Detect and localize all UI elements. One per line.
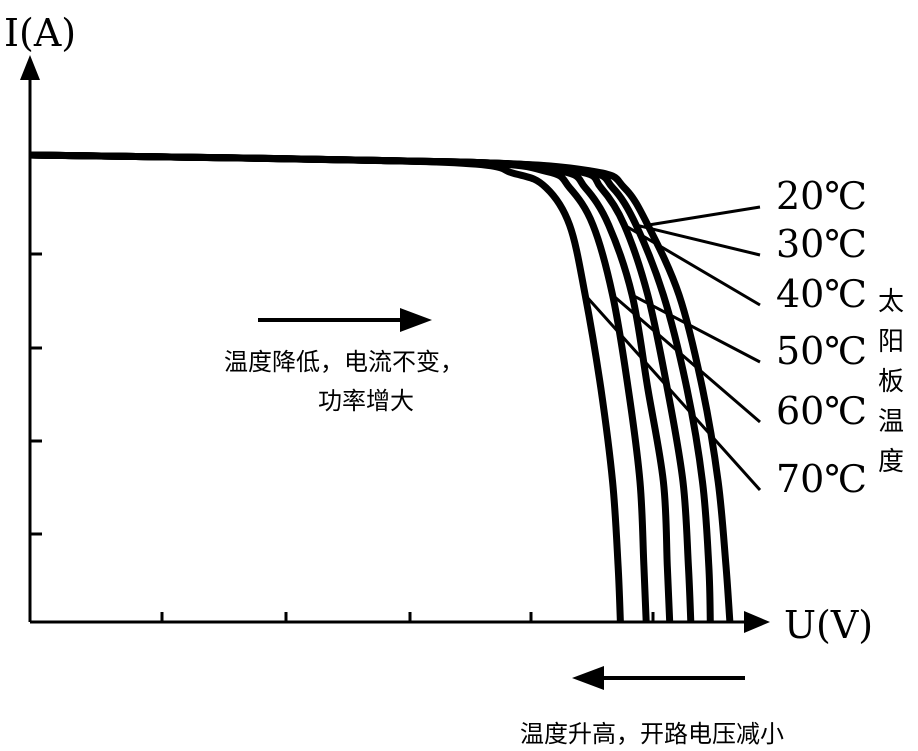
- leader-line-70℃: [584, 294, 762, 492]
- annotation-power-increase: 功率增大: [318, 387, 414, 415]
- x-axis-arrow: [744, 611, 770, 633]
- series-label-70℃: 70℃: [776, 457, 867, 501]
- leader-line-20℃: [647, 205, 761, 227]
- series-line-70℃: [29, 151, 624, 623]
- y-axis-arrow: [20, 55, 40, 80]
- y-axis-label: I(A): [4, 11, 76, 55]
- annotation-temp-decrease: 温度降低，电流不变，: [224, 348, 464, 376]
- series-label-20℃: 20℃: [776, 174, 867, 218]
- series-label-30℃: 30℃: [776, 222, 867, 266]
- leader-line-40℃: [623, 223, 761, 307]
- legend-title-char: 阳: [878, 327, 904, 357]
- right-arrow-head: [400, 308, 432, 332]
- leader-line-50℃: [631, 293, 761, 364]
- x-axis-label: U(V): [784, 603, 873, 647]
- left-arrow-head: [572, 666, 604, 690]
- leader-line-60℃: [611, 293, 761, 424]
- temp-labels-group: 20℃30℃ 40℃ 50℃ 60℃ 70℃: [776, 174, 867, 501]
- legend-title-char: 板: [878, 367, 904, 397]
- series-label-60℃: 60℃: [776, 389, 867, 433]
- annotation-temp-increase: 温度升高，开路电压减小: [520, 720, 784, 748]
- series-label-40℃: 40℃: [776, 272, 867, 316]
- leader-line-30℃: [635, 223, 761, 257]
- legend-title-char: 太: [878, 287, 904, 317]
- series-label-50℃: 50℃: [776, 329, 867, 373]
- leader-lines-group: [584, 205, 762, 492]
- legend-title-char: 度: [878, 447, 904, 477]
- legend-title-char: 温: [878, 407, 904, 437]
